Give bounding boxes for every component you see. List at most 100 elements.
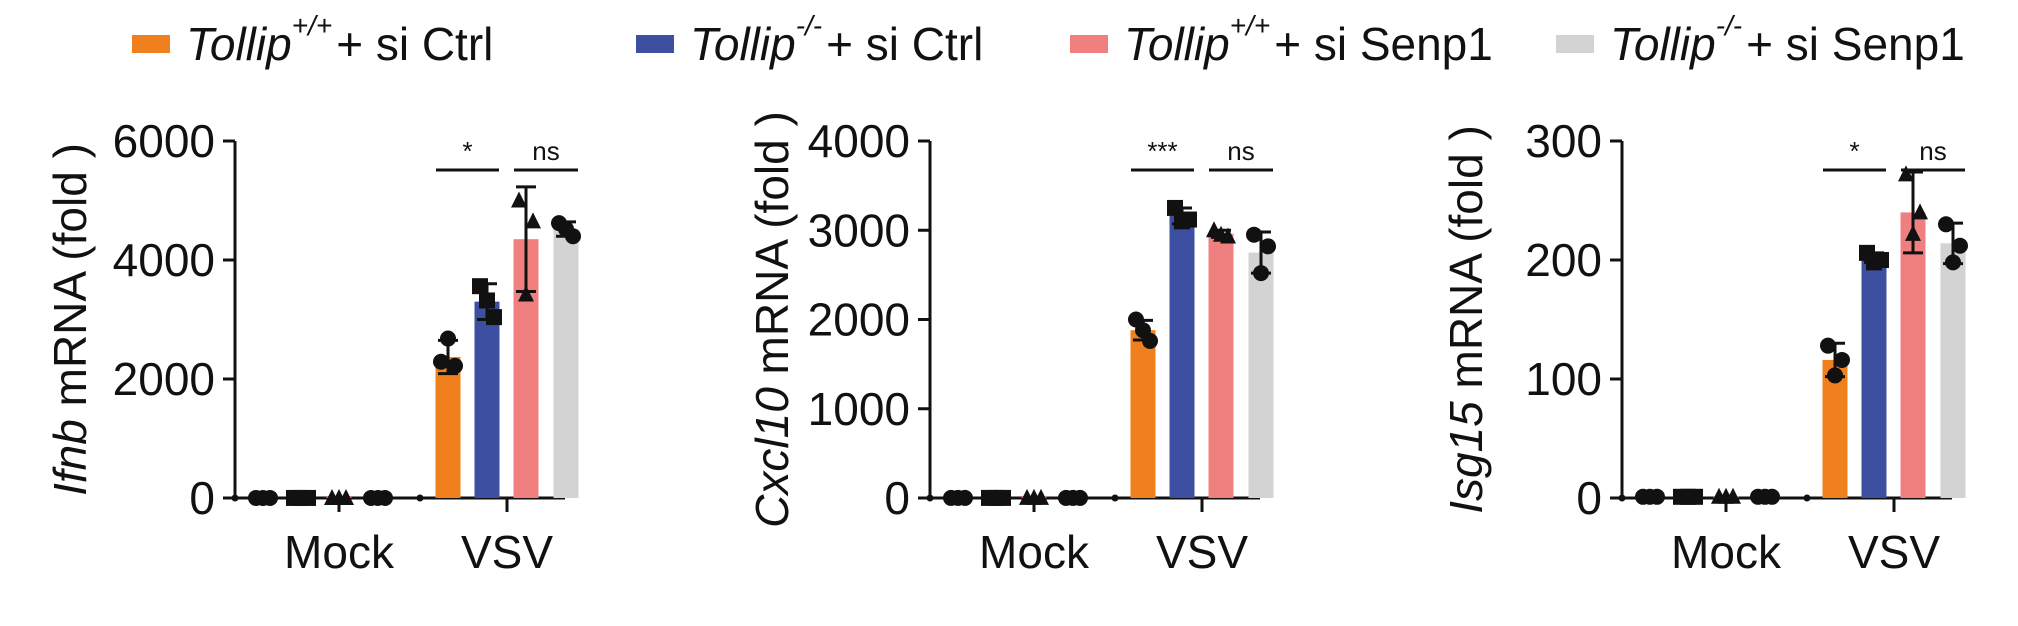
y-tick-label: 0 [189,472,215,524]
significance-label: ns [1919,136,1946,166]
chart-panel-1: 0 2000 4000 6000 Mock VSV Ifnb mRNA (fold ) * ns [44,115,581,578]
y-tick-label: 2000 [808,294,910,346]
chart-panel-3: 0 100 200 300 Mock VSV Isg15 mRNA (fold ) * ns [1440,115,1968,578]
axis-break-dot [416,494,424,502]
legend-gene: Tollip [1610,18,1716,70]
y-axis-label-unit: mRNA (fold ) [44,143,96,419]
y-axis-label-gene: Cxcl10 [746,387,798,528]
data-point [1135,322,1151,339]
data-point [370,489,386,506]
data-point [1827,367,1843,384]
data-point [511,191,527,208]
data-point [950,489,966,506]
data-point [1718,487,1734,504]
chart-panel-2: 0 1000 2000 3000 4000 Mock VSV Cxcl10 mRNA (fol… [746,111,1276,578]
data-point [1253,265,1269,282]
bar [1861,257,1887,498]
legend: Tollip +/+ + si Ctrl Tollip -/- + si Ctr… [0,0,2018,90]
legend-treatment: + si Ctrl [826,18,984,70]
legend-gene: Tollip [186,18,292,70]
legend-item-ko-si-senp1: Tollip -/- + si Senp1 [1556,10,1965,74]
significance-label: *** [1147,136,1177,166]
data-point [1905,224,1921,241]
data-point [1642,488,1658,505]
legend-gene: Tollip [1124,18,1230,70]
y-axis-label: Isg15 mRNA (fold ) [1440,125,1492,514]
y-axis-label: Cxcl10 mRNA (fold ) [746,111,798,528]
legend-swatch [636,35,674,53]
significance-label: * [462,136,472,166]
data-point [433,353,449,370]
x-category-label: VSV [461,526,553,578]
significance-label: ns [1227,136,1254,166]
data-point [255,489,271,506]
data-point [1026,488,1042,505]
axis-break-dot [1111,494,1119,502]
bar [1208,233,1234,498]
y-axis-label-gene: Ifnb [44,419,96,496]
significance-label: ns [532,136,559,166]
axis-origin-dot [1618,494,1626,502]
legend-swatch [1556,35,1594,53]
bar [1900,212,1926,498]
data-point [988,489,1004,506]
data-point [1246,226,1262,243]
y-tick-label: 4000 [808,115,910,167]
y-tick-label: 1000 [808,383,910,435]
data-point [447,357,463,374]
data-point [1912,203,1928,220]
y-tick-label: 0 [884,472,910,524]
y-tick-label: 200 [1525,234,1602,286]
y-tick-label: 100 [1525,353,1602,405]
axis-origin-dot [231,494,239,502]
significance-label: * [1849,136,1859,166]
legend-treatment: + si Senp1 [1746,18,1965,70]
y-tick-label: 3000 [808,204,910,256]
y-axis-label-unit: mRNA (fold ) [1440,125,1492,401]
data-point [1898,165,1914,182]
data-point [1820,337,1836,354]
legend-item-wt-si-senp1: Tollip +/+ + si Senp1 [1070,10,1493,74]
legend-gene: Tollip [690,18,796,70]
y-axis-label: Ifnb mRNA (fold ) [44,143,96,496]
x-category-label: Mock [1671,526,1782,578]
y-tick-label: 0 [1576,472,1602,524]
y-tick-label: 2000 [113,353,215,405]
data-point [1065,489,1081,506]
legend-swatch [132,35,170,53]
bar [1248,252,1274,498]
data-point [1260,238,1276,255]
legend-genotype: -/- [1715,10,1743,41]
data-point [331,488,347,505]
legend-treatment: + si Ctrl [336,18,494,70]
data-point [1167,199,1183,216]
axis-break-dot [1803,494,1811,502]
legend-treatment: + si Senp1 [1274,18,1493,70]
y-axis-label-gene: Isg15 [1440,401,1492,514]
data-point [1757,488,1773,505]
y-tick-label: 300 [1525,115,1602,167]
legend-item-ko-si-ctrl: Tollip -/- + si Ctrl [636,10,984,74]
data-point [479,292,495,309]
data-point [440,330,456,347]
data-point [525,212,541,229]
data-point [558,221,574,238]
data-point [1952,237,1968,254]
data-point [518,285,534,302]
bar [435,356,461,498]
data-point [1680,488,1696,505]
bar [1169,215,1195,498]
data-point [1213,225,1229,242]
legend-swatch [1070,35,1108,53]
legend-genotype: +/+ [291,10,333,41]
data-point [293,489,309,506]
bar [1130,330,1156,498]
data-point [486,309,502,326]
legend-genotype: +/+ [1229,10,1271,41]
data-point [1938,216,1954,233]
data-point [1174,213,1190,230]
bar [474,301,500,498]
data-point [472,278,488,295]
legend-item-wt-si-ctrl: Tollip +/+ + si Ctrl [132,10,494,74]
y-axis-label-unit: mRNA (fold ) [746,111,798,387]
